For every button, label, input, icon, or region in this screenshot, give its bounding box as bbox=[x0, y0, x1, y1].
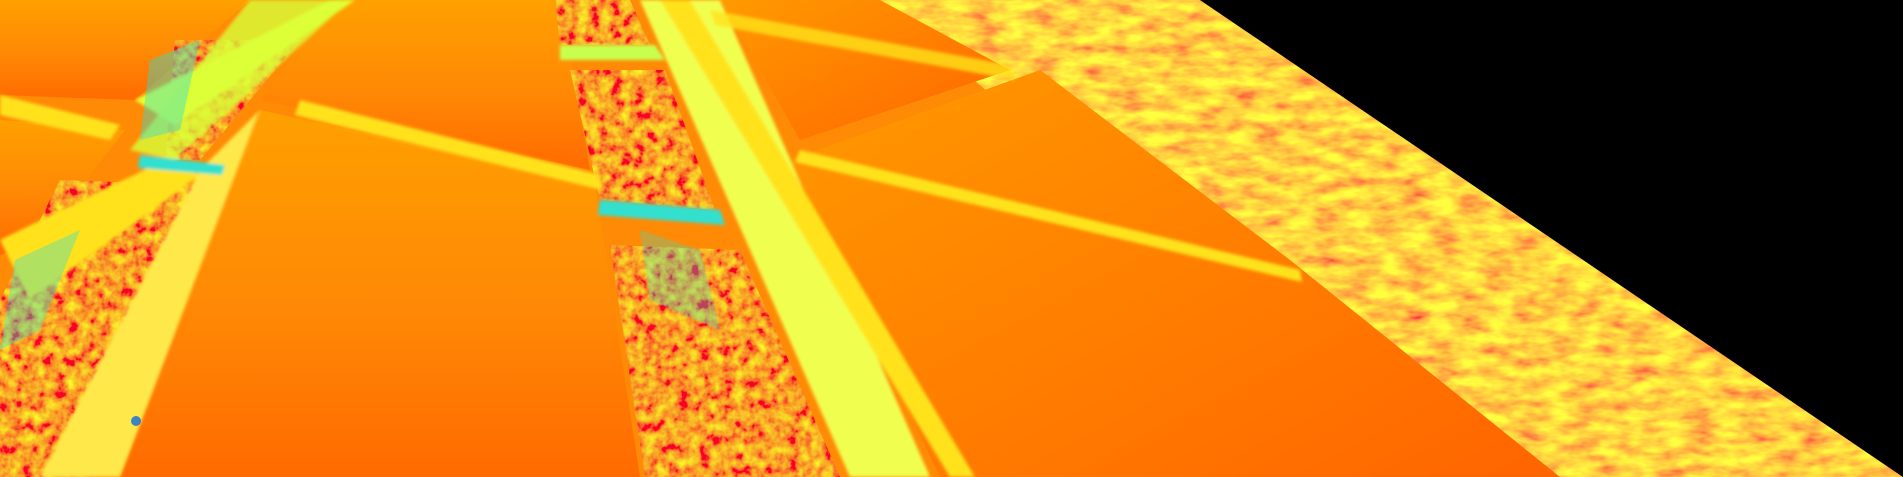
gravel-strip-right bbox=[880, 0, 1903, 477]
dark-corner bbox=[1200, 0, 1903, 477]
gravel-column-center bbox=[570, 70, 715, 210]
gravel-column-center-top bbox=[555, 0, 650, 45]
gravel-column-center-lower bbox=[610, 245, 840, 477]
panel-right bbox=[790, 70, 1560, 477]
panel-center-left bbox=[120, 110, 640, 477]
cool-accents bbox=[0, 40, 720, 426]
support-rails bbox=[0, 0, 1302, 477]
panel-center-left-top bbox=[260, 0, 590, 170]
panel-left-top bbox=[0, 0, 250, 100]
